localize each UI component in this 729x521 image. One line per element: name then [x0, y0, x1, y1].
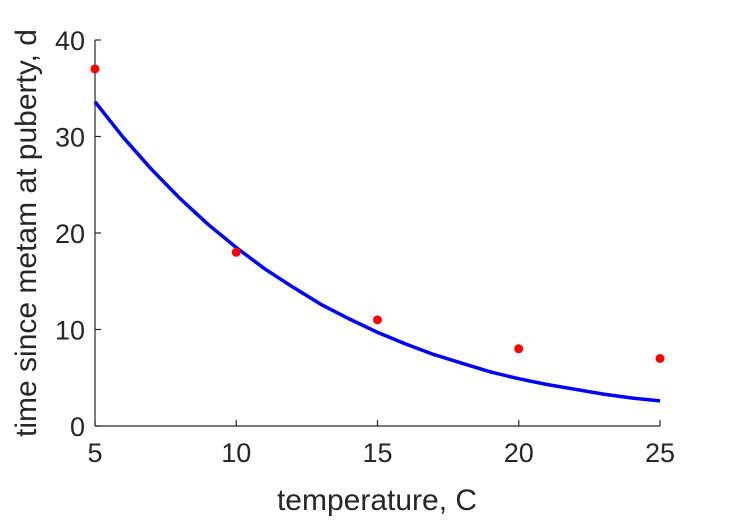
y-ticks: 0 10 20 30 40 — [55, 26, 101, 442]
y-tick-label: 40 — [55, 26, 85, 56]
y-tick-label: 10 — [55, 316, 85, 346]
x-axis-label: temperature, C — [277, 484, 477, 517]
y-tick-label: 20 — [55, 219, 85, 249]
x-tick-label: 10 — [221, 438, 251, 468]
x-tick-label: 5 — [87, 438, 102, 468]
x-tick-label: 15 — [362, 438, 392, 468]
x-tick-label: 20 — [504, 438, 534, 468]
x-ticks: 5 10 15 20 25 — [87, 420, 675, 468]
y-tick-label: 30 — [55, 123, 85, 153]
fit-curve — [93, 100, 661, 403]
series-group — [90, 64, 665, 403]
data-point — [90, 64, 100, 74]
data-point — [373, 315, 382, 325]
axes — [94, 40, 660, 427]
y-axis-label: time since metam at puberty, d — [10, 29, 43, 437]
y-tick-label: 0 — [70, 412, 85, 442]
data-point — [655, 353, 665, 363]
data-point — [231, 247, 241, 257]
x-tick-label: 25 — [645, 438, 675, 468]
data-point — [514, 344, 524, 354]
